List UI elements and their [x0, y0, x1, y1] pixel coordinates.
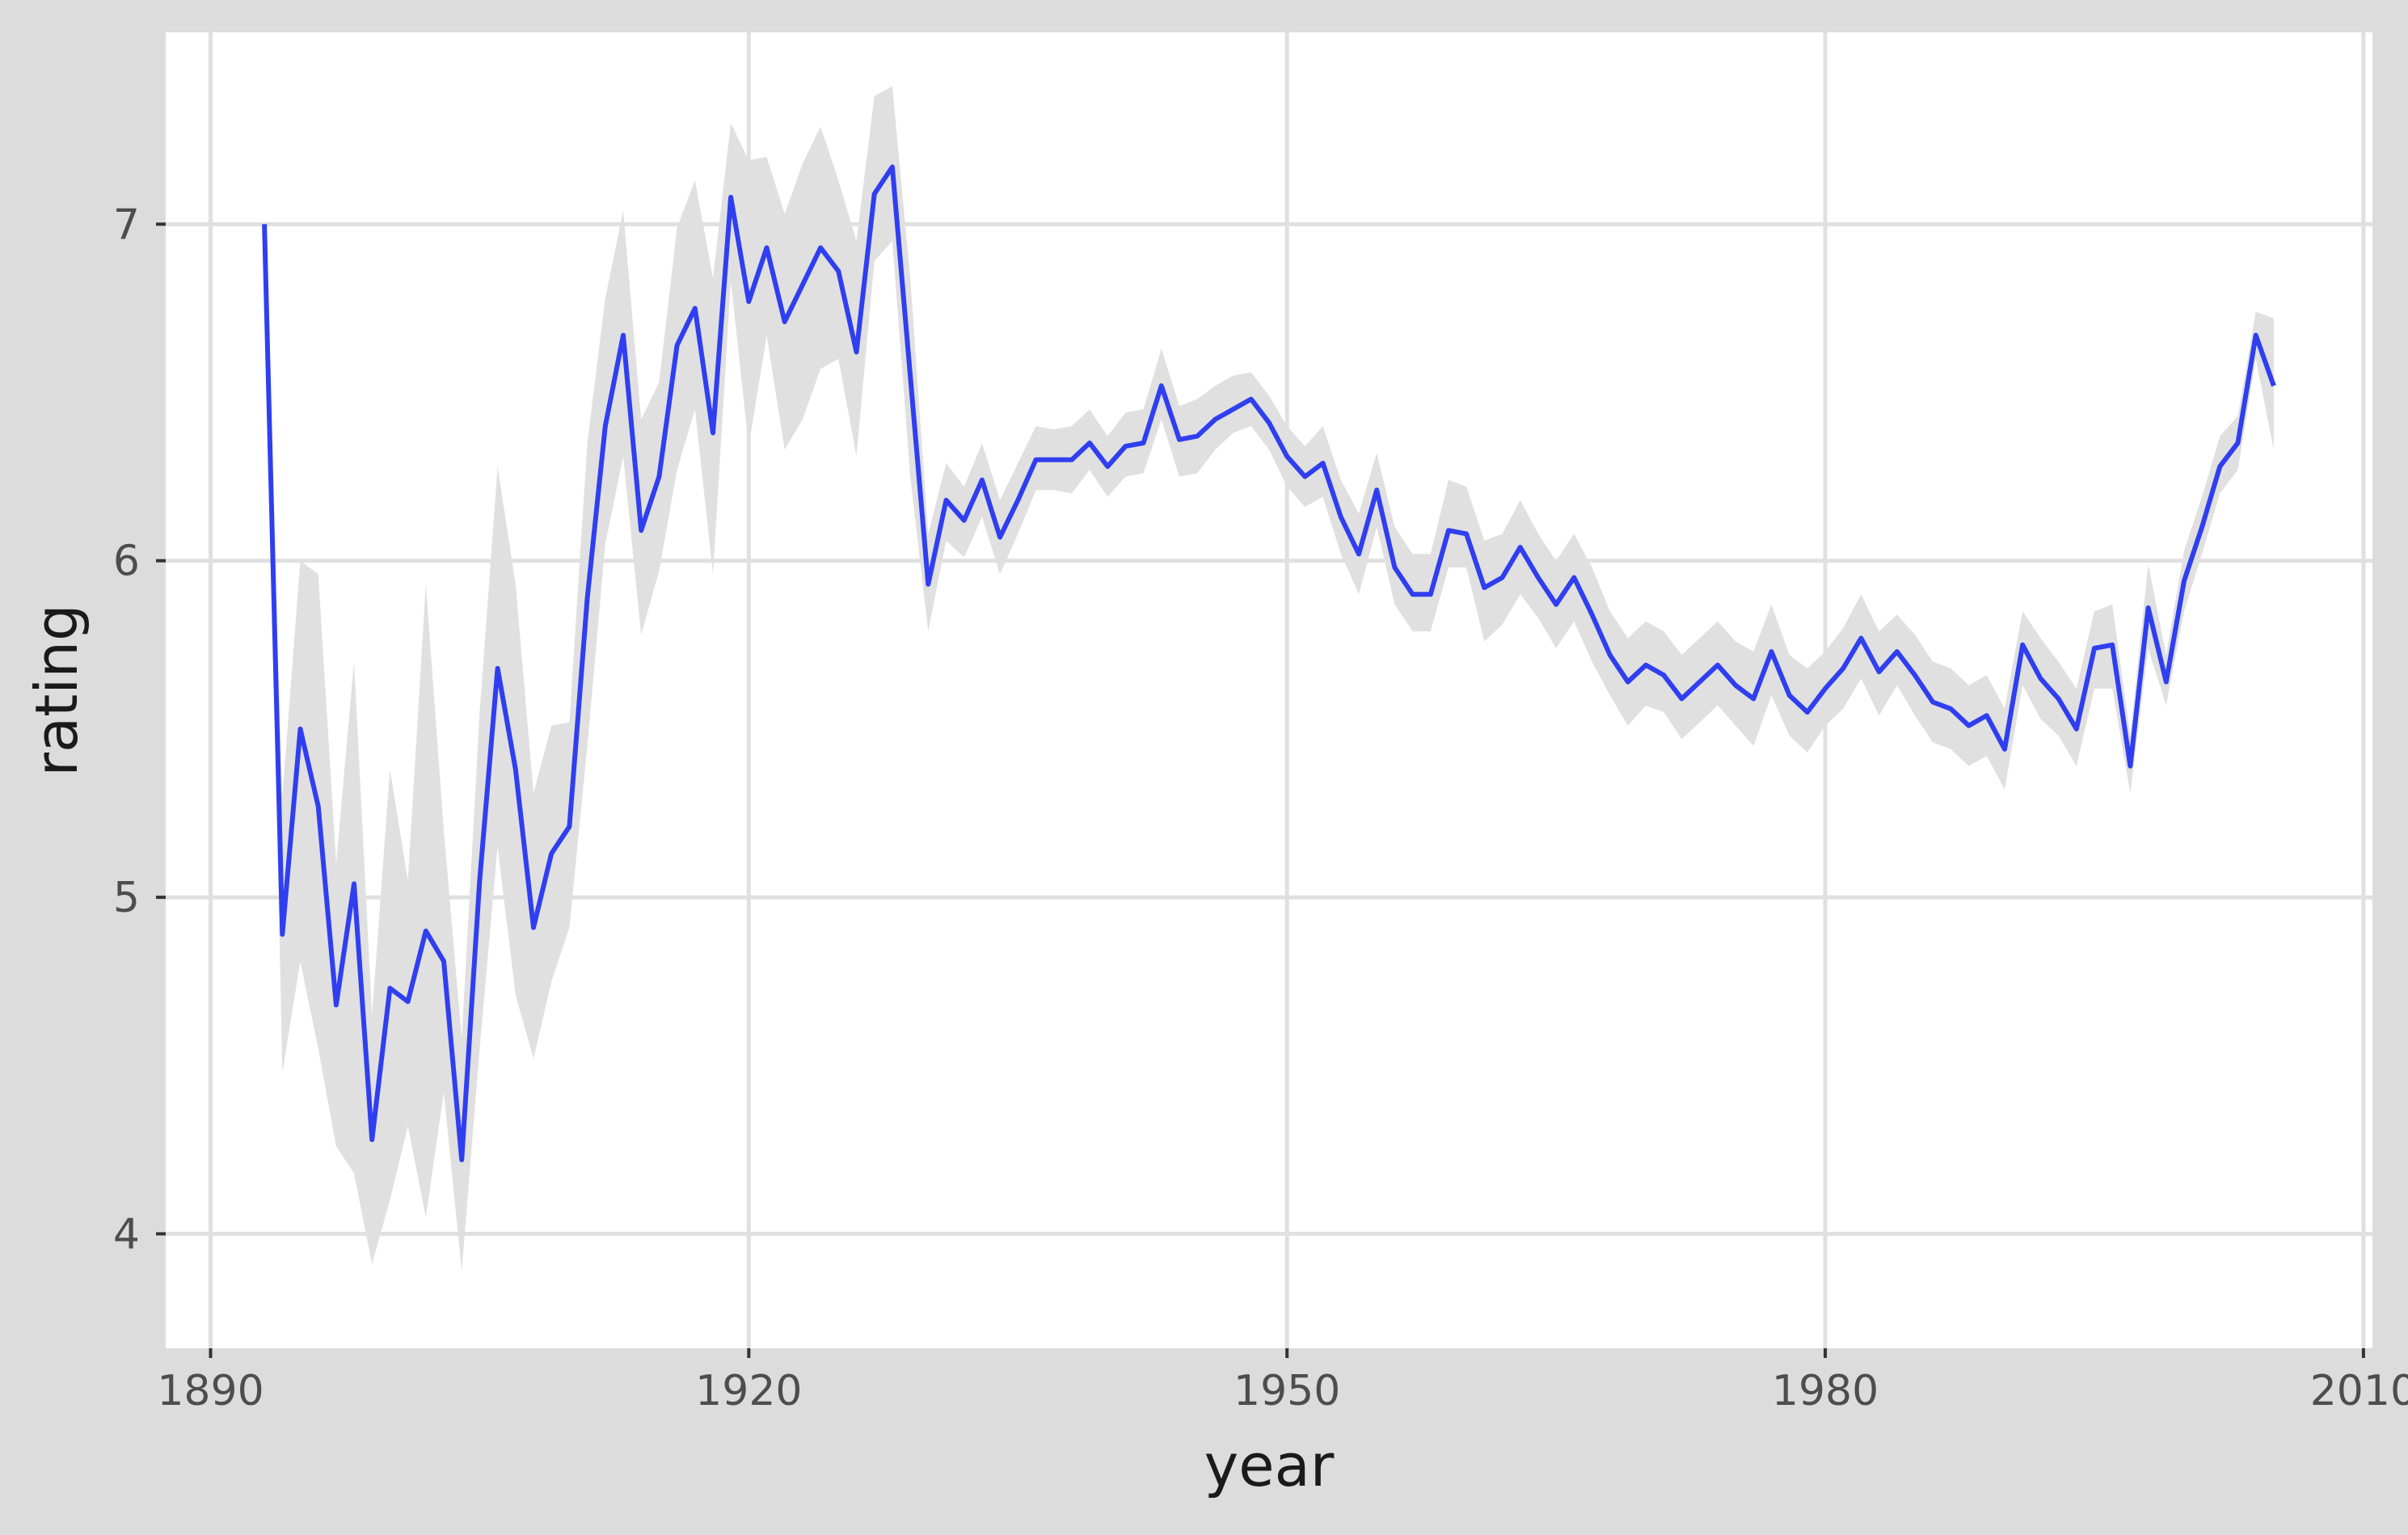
grid-lines	[166, 32, 2372, 1348]
confidence-ribbon	[264, 86, 2274, 1271]
y-tick-label: 6	[113, 538, 140, 586]
confidence-ribbon-layer	[264, 86, 2274, 1271]
plot-panel	[166, 32, 2372, 1348]
y-tick-label: 4	[113, 1210, 140, 1259]
x-axis-title: year	[1204, 1432, 1335, 1499]
x-tick-label: 1980	[1772, 1367, 1879, 1415]
x-tick-label: 2010	[2310, 1367, 2408, 1415]
y-axis-title: rating	[23, 604, 91, 776]
x-tick-label: 1920	[695, 1367, 802, 1415]
series-line-layer	[262, 164, 2276, 1162]
y-tick-label: 7	[113, 200, 140, 249]
axis-tick-labels: 1890 1920 1950 1980 2010 4 5 6 7	[113, 200, 2408, 1415]
y-tick-label: 5	[113, 874, 140, 922]
x-tick-label: 1950	[1234, 1367, 1340, 1415]
axis-ticks	[156, 222, 2365, 1358]
series-line	[262, 164, 2276, 1162]
x-tick-label: 1890	[157, 1367, 264, 1415]
